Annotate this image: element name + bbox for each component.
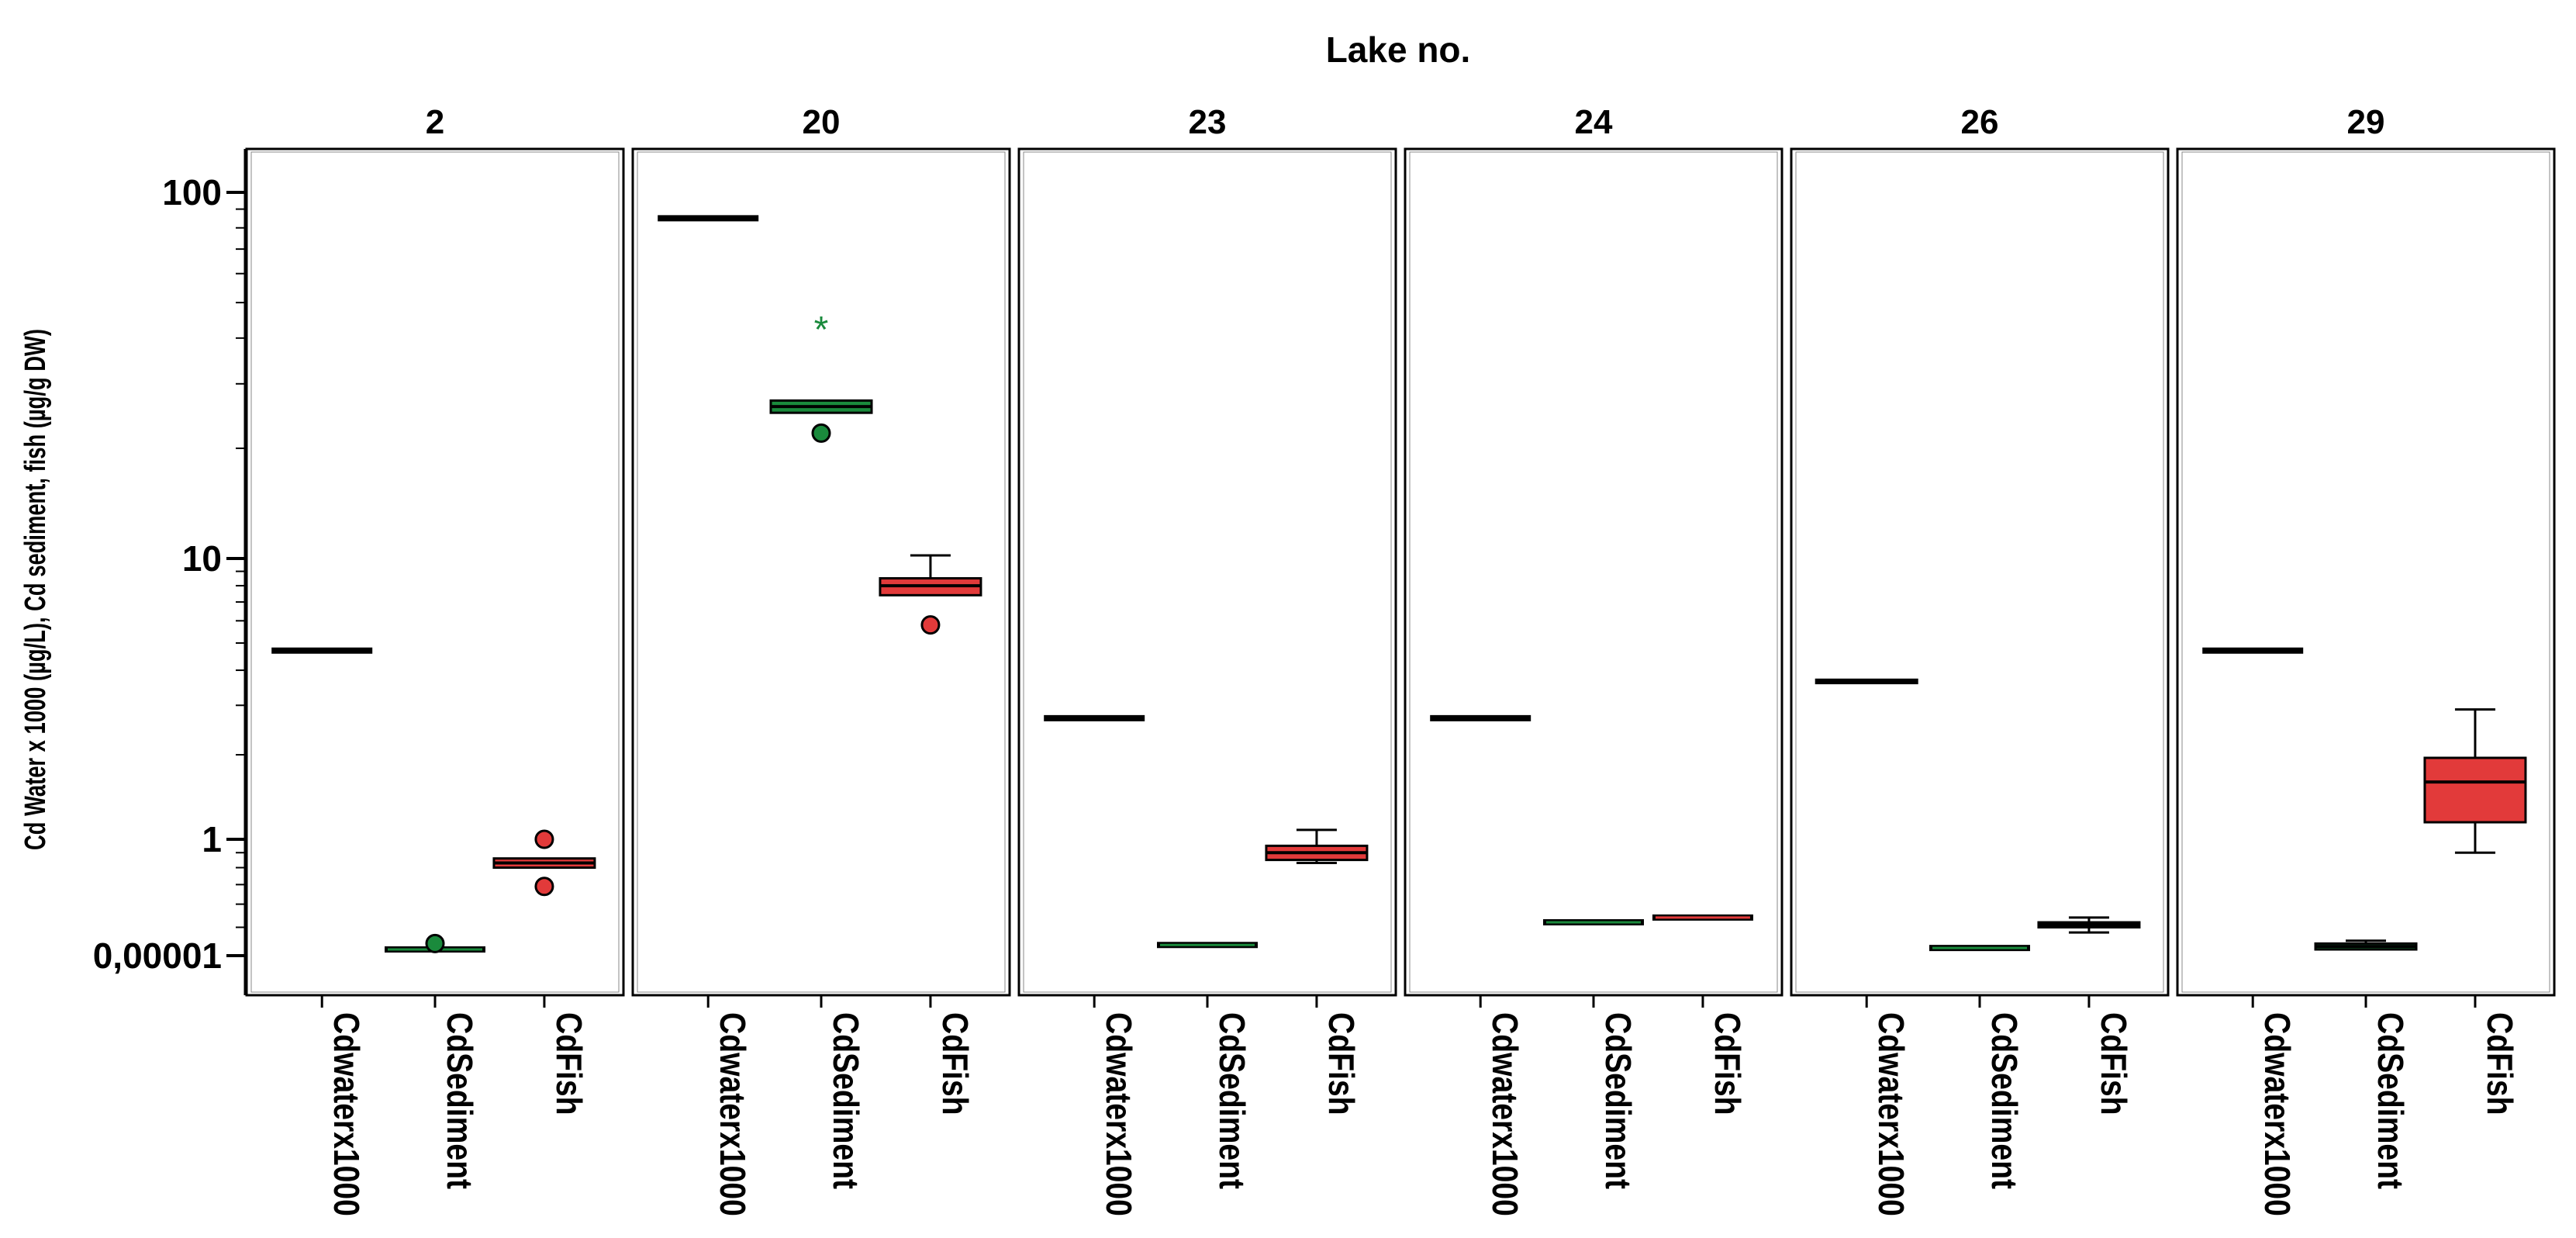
x-category-label: CdSediment	[1984, 1012, 2024, 1189]
box-cdsediment-lake-23: CdSediment	[1157, 942, 1258, 1189]
box-cdwaterx1000-lake-29: Cdwaterx1000	[2202, 647, 2304, 1216]
y-tick-label: 0,00001	[93, 935, 222, 976]
panel-header-lake-24: 24	[1575, 103, 1613, 141]
x-category-label: CdFish	[1707, 1012, 1747, 1115]
box-cdsediment-lake-20: * CdSediment	[769, 310, 873, 1189]
x-category-label: CdSediment	[825, 1012, 865, 1189]
box-cdfish-lake-29: CdFish	[2423, 708, 2527, 1115]
box-cdsediment-lake-24: CdSediment	[1543, 919, 1644, 1189]
box-cdwaterx1000-lake-2: Cdwaterx1000	[271, 647, 373, 1216]
x-category-label: CdFish	[548, 1012, 589, 1115]
x-category-label: CdSediment	[1211, 1012, 1252, 1189]
box-cdfish-lake-2: CdFish	[492, 829, 596, 1115]
panels: 2 Cdwaterx1000 CdSediment CdFish 20 Cdwaterx1…	[245, 103, 2556, 1216]
y-tick-label: 100	[162, 172, 222, 213]
panel-header-lake-23: 23	[1189, 103, 1227, 141]
box-cdsediment-lake-2: CdSediment	[385, 933, 485, 1189]
outlier-point	[920, 615, 941, 635]
panel-frame-inner	[1795, 151, 2164, 993]
panel-lake-24: 24 Cdwaterx1000 CdSediment CdFish	[1404, 103, 1784, 1216]
panel-lake-26: 26 Cdwaterx1000 CdSediment CdFish	[1790, 103, 2170, 1216]
y-tick-label: 10	[182, 538, 222, 579]
panel-header-lake-2: 2	[426, 103, 444, 141]
panel-header-lake-29: 29	[2347, 103, 2385, 141]
panel-lake-23: 23 Cdwaterx1000 CdSediment CdFish	[1017, 103, 1397, 1216]
panel-frame-inner	[1023, 151, 1392, 993]
x-category-label: CdFish	[1321, 1012, 1361, 1115]
panel-lake-29: 29 Cdwaterx1000 CdSediment CdFish	[2176, 103, 2556, 1216]
x-category-label: CdFish	[934, 1012, 975, 1115]
x-category-label: Cdwaterx1000	[2257, 1012, 2297, 1216]
panel-frame-inner	[1409, 151, 1778, 993]
x-category-label: CdSediment	[2370, 1012, 2410, 1189]
outlier-point	[534, 877, 554, 897]
box-body	[2423, 756, 2527, 824]
panel-lake-2: 2 Cdwaterx1000 CdSediment CdFish	[245, 103, 625, 1216]
box-cdfish-lake-23: CdFish	[1265, 828, 1369, 1115]
y-axis: 100 10 1 0,00001	[93, 149, 247, 995]
panel-frame-inner	[637, 151, 1006, 993]
panel-frame-inner	[250, 151, 620, 993]
extreme-point: *	[814, 310, 829, 351]
chart-title: Lake no.	[1326, 29, 1471, 70]
box-cdfish-lake-20: CdFish	[879, 554, 982, 1115]
box-cdwaterx1000-lake-20: Cdwaterx1000	[658, 215, 759, 1216]
x-category-label: Cdwaterx1000	[1870, 1012, 1911, 1216]
box-cdfish-lake-26: CdFish	[2037, 916, 2141, 1115]
outlier-point	[534, 829, 554, 849]
x-category-label: Cdwaterx1000	[1098, 1012, 1138, 1216]
panel-header-lake-20: 20	[803, 103, 841, 141]
outlier-point	[811, 423, 831, 443]
outlier-point	[425, 933, 445, 953]
y-axis-label: Cd Water x 1000 (µg/L), Cd sediment, fis…	[19, 329, 52, 850]
box-cdfish-lake-24: CdFish	[1652, 914, 1753, 1115]
y-tick-label: 1	[202, 819, 222, 859]
box-cdsediment-lake-26: CdSediment	[1929, 945, 2030, 1189]
x-category-label: CdSediment	[439, 1012, 479, 1189]
x-category-label: Cdwaterx1000	[1484, 1012, 1525, 1216]
x-category-label: Cdwaterx1000	[326, 1012, 366, 1216]
box-cdwaterx1000-lake-26: Cdwaterx1000	[1815, 678, 1918, 1216]
box-cdsediment-lake-29: CdSediment	[2314, 939, 2418, 1189]
x-category-label: CdFish	[2093, 1012, 2133, 1115]
x-category-label: CdFish	[2479, 1012, 2519, 1115]
panel-header-lake-26: 26	[1961, 103, 1999, 141]
box-cdwaterx1000-lake-23: Cdwaterx1000	[1044, 714, 1145, 1216]
x-category-label: Cdwaterx1000	[712, 1012, 752, 1216]
x-category-label: CdSediment	[1597, 1012, 1638, 1189]
panel-lake-20: 20 Cdwaterx1000 * CdSediment CdFish	[631, 103, 1011, 1216]
box-cdwaterx1000-lake-24: Cdwaterx1000	[1430, 714, 1531, 1216]
panel-frame-inner	[2181, 151, 2550, 993]
